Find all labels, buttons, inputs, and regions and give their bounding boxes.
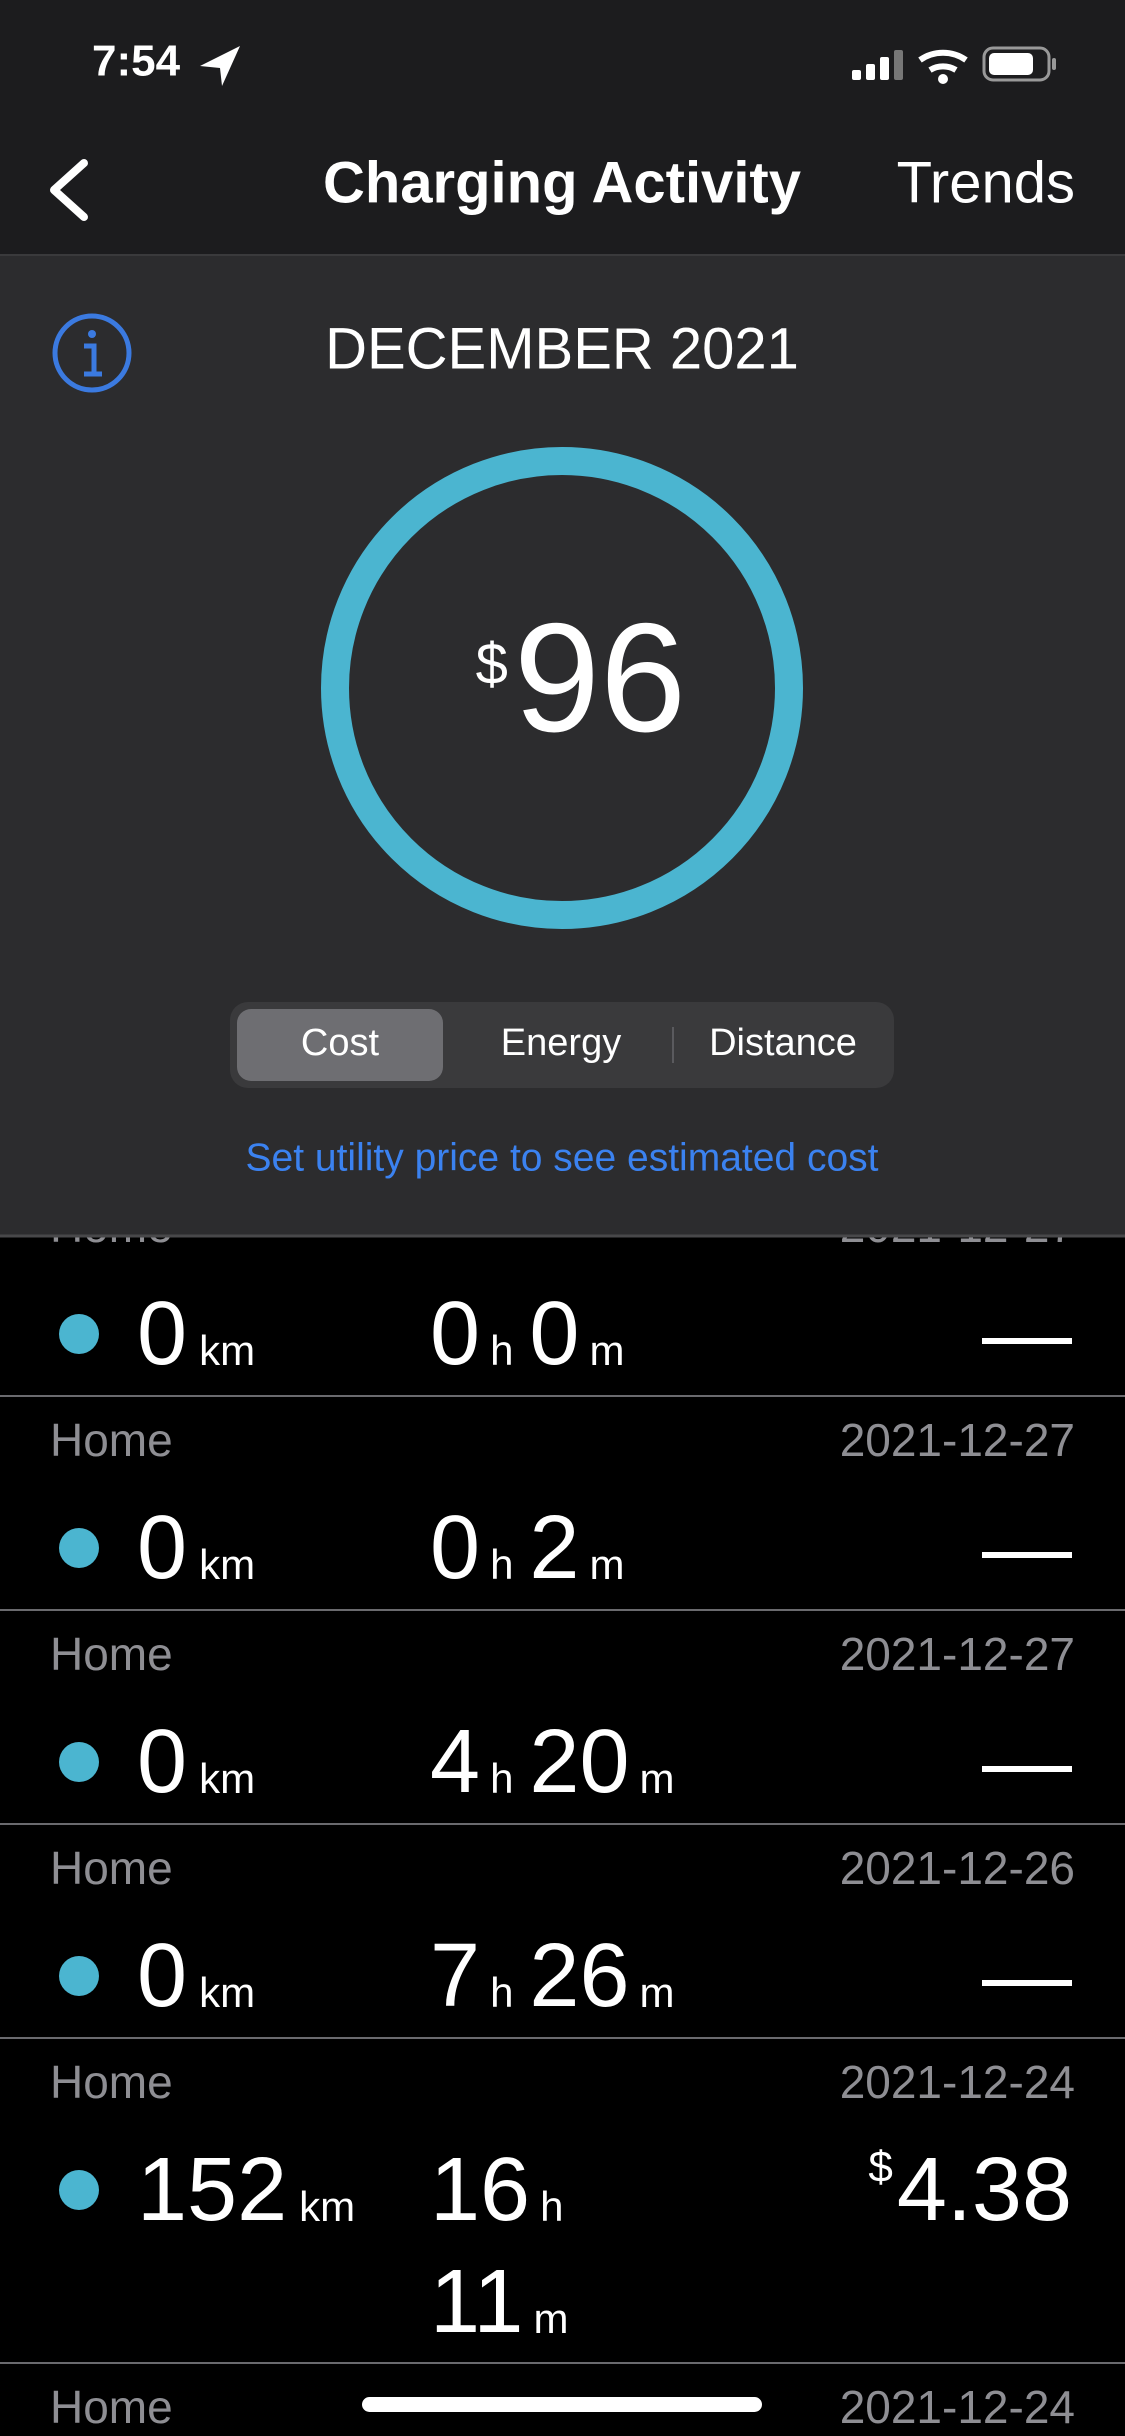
session-location: Home [50,2056,173,2108]
minutes-unit: m [640,1755,675,1802]
session-dot [59,1742,99,1782]
session-date: 2021-12-26 [840,1842,1075,1894]
session-cost: — [982,1498,1072,1598]
signal-icon [852,50,903,80]
battery-icon [982,46,1051,82]
session-distance: 0 [137,1926,187,2026]
session-hours: 4 [430,1712,480,1812]
session-hours: 0 [430,1284,480,1384]
session-dot [59,1528,99,1568]
session-list: Home2021-12-270km0h0m—Home2021-12-270km0… [0,1200,1125,2433]
session-minutes: 2 [529,1498,579,1598]
selected-segment [237,1009,443,1081]
session-minutes: 26 [529,1926,629,2026]
wifi-dot [938,74,948,84]
session-hours: 7 [430,1926,480,2026]
session-hours: 16 [430,2140,530,2240]
distance-unit: km [199,1969,255,2016]
hours-unit: h [490,1327,513,1374]
status-time: 7:54 [92,37,181,86]
session-date: 2021-12-24 [840,2056,1075,2108]
utility-price-link[interactable]: Set utility price to see estimated cost [246,1136,879,1179]
total-currency: $ [476,631,508,696]
session-cost: 4.38 [897,2140,1072,2240]
minutes-unit: m [589,1327,624,1374]
home-indicator [362,2397,762,2412]
session-minutes: 20 [529,1712,629,1812]
session-date: 2021-12-24 [840,2381,1075,2433]
trends-button[interactable]: Trends [897,150,1075,215]
session-date: 2021-12-27 [840,1628,1075,1680]
session-location: Home [50,2381,173,2433]
hours-unit: h [490,1755,513,1802]
minutes-unit: m [589,1541,624,1588]
session-location: Home [50,1414,173,1466]
session-minutes: 0 [529,1284,579,1384]
hours-unit: h [490,1969,513,2016]
total-ring [321,447,803,929]
session-dot [59,2170,99,2210]
session-minutes: 11 [430,2252,523,2352]
back-button[interactable] [50,159,88,221]
session-distance: 0 [137,1284,187,1384]
wifi-icon [918,49,968,73]
session-dot [59,1314,99,1354]
info-button[interactable] [52,313,132,393]
session-cost: — [982,1712,1072,1812]
battery-level [989,53,1033,75]
distance-unit: km [199,1541,255,1588]
session-distance: 0 [137,1712,187,1812]
minutes-unit: m [533,2295,568,2342]
hours-unit: h [540,2183,563,2230]
session-cost: — [982,1284,1072,1384]
top-bar [0,0,1125,255]
session-location: Home [50,1842,173,1894]
session-date: 2021-12-27 [840,1414,1075,1466]
cost-currency: $ [868,2143,892,2192]
session-cost: — [982,1926,1072,2026]
minutes-unit: m [640,1969,675,2016]
session-distance: 152 [137,2140,287,2240]
hours-unit: h [490,1541,513,1588]
session-distance: 0 [137,1498,187,1598]
distance-unit: km [199,1755,255,1802]
tab[interactable]: Cost [301,1022,380,1064]
session-hours: 0 [430,1498,480,1598]
session-dot [59,1956,99,1996]
tab[interactable]: Energy [501,1022,621,1064]
distance-unit: km [299,2183,355,2230]
month-label: DECEMBER 2021 [325,316,799,381]
nav-title: Charging Activity [323,150,801,215]
session-location: Home [50,1628,173,1680]
location-icon [200,46,240,86]
battery-tip [1052,58,1056,70]
tab[interactable]: Distance [709,1022,857,1064]
total-amount: 96 [514,591,686,764]
distance-unit: km [199,1327,255,1374]
